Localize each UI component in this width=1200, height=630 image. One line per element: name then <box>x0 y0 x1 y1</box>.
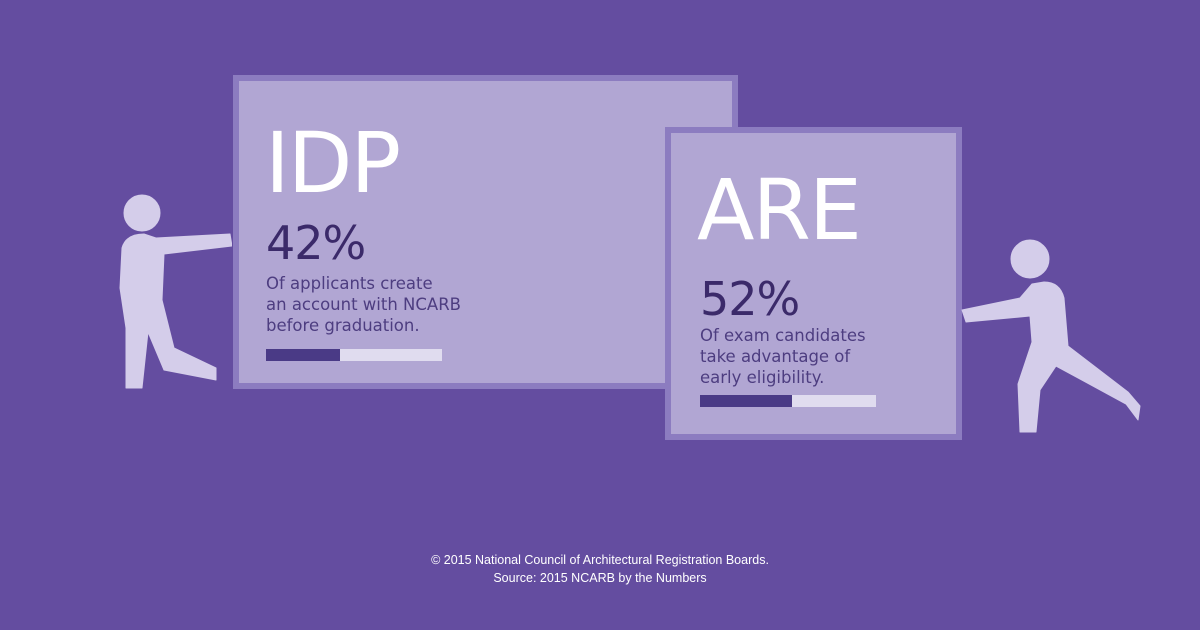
are-card: ARE 52% Of exam candidates take advantag… <box>665 127 962 440</box>
are-progress-fill <box>700 395 792 407</box>
idp-title: IDP <box>265 114 401 212</box>
idp-description-line: Of applicants create <box>266 274 433 293</box>
are-description-line: early eligibility. <box>700 368 825 387</box>
source-text: Source: 2015 NCARB by the Numbers <box>493 571 707 585</box>
person-pushing-right-illustration <box>961 239 1141 433</box>
are-description-line: Of exam candidates <box>700 326 866 345</box>
idp-description-line: before graduation. <box>266 316 420 335</box>
idp-percent: 42% <box>266 216 366 270</box>
are-title: ARE <box>697 161 862 259</box>
idp-description-line: an account with NCARB <box>266 295 461 314</box>
are-percent: 52% <box>700 272 800 326</box>
footer-credits: © 2015 National Council of Architectural… <box>0 551 1200 587</box>
are-progress-bar <box>700 395 876 407</box>
are-description: Of exam candidates take advantage of ear… <box>700 325 900 388</box>
are-description-line: take advantage of <box>700 347 851 366</box>
copyright-text: © 2015 National Council of Architectural… <box>431 553 769 567</box>
idp-card: IDP 42% Of applicants create an account … <box>233 75 738 389</box>
idp-progress-fill <box>266 349 340 361</box>
person-pushing-left-illustration <box>119 194 232 389</box>
idp-progress-bar <box>266 349 442 361</box>
idp-description: Of applicants create an account with NCA… <box>266 273 506 336</box>
